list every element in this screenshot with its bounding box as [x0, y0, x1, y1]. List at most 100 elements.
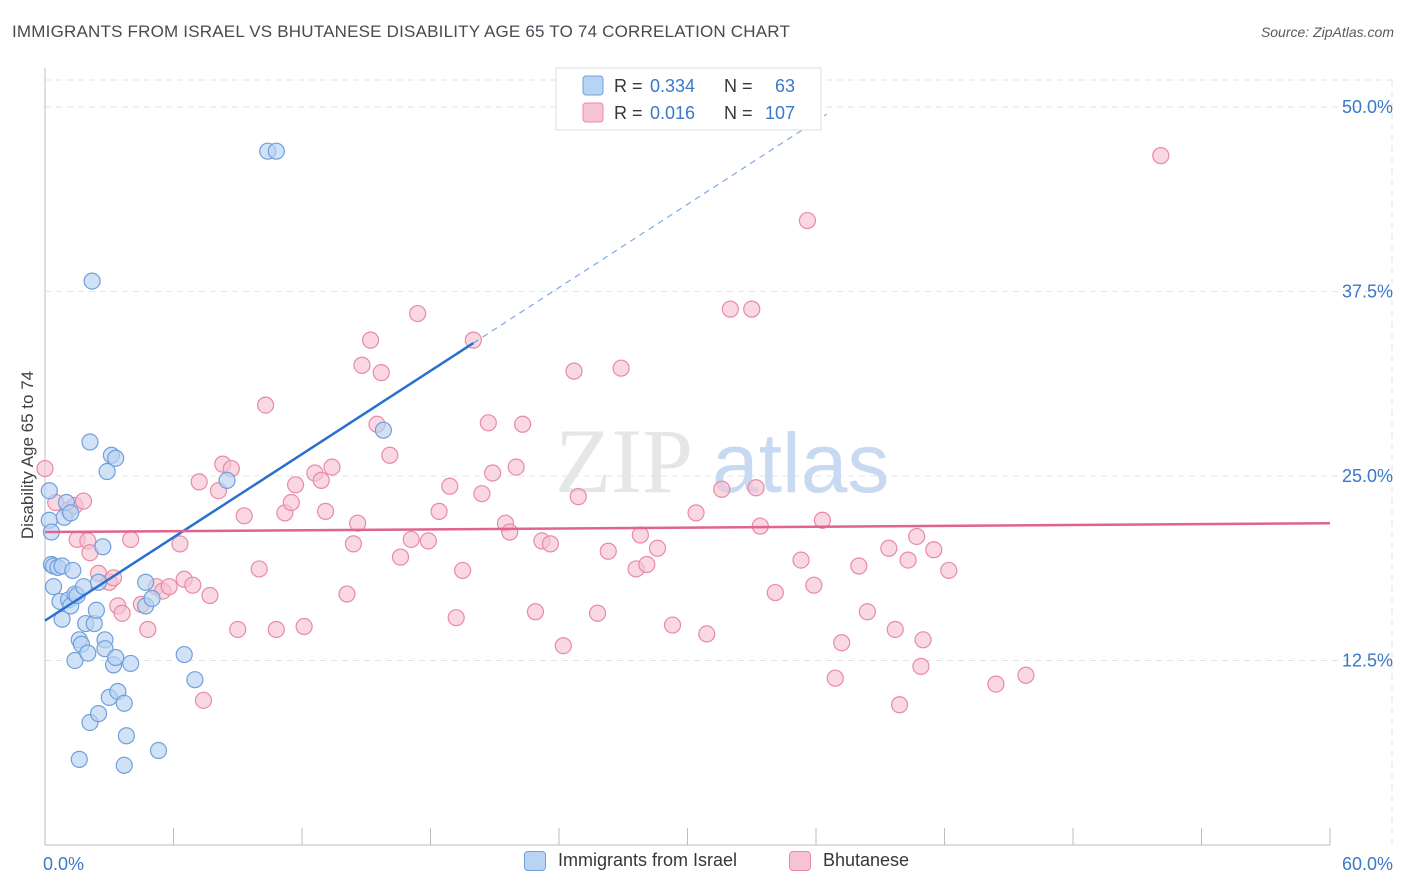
data-point — [721, 300, 739, 318]
data-point — [349, 514, 367, 532]
x-tick-max: 60.0% — [1342, 854, 1393, 874]
data-point — [282, 493, 300, 512]
legend-n-value-2: 107 — [765, 103, 795, 123]
data-point — [501, 523, 519, 541]
data-point — [83, 272, 101, 290]
data-point — [409, 304, 427, 323]
data-point — [218, 471, 236, 489]
legend-r-label-1: R = — [614, 76, 643, 96]
stats-legend: R = 0.334 N = 63 R = 0.016 N = 107 — [555, 67, 822, 131]
data-point — [361, 331, 380, 349]
data-point — [98, 462, 116, 481]
data-point — [316, 502, 335, 520]
data-point — [441, 477, 459, 495]
data-point — [826, 669, 844, 687]
data-point — [89, 705, 108, 723]
data-point — [143, 589, 161, 608]
legend-item-israel: Immigrants from Israel — [524, 850, 737, 871]
data-point — [479, 414, 497, 432]
y-tick-labels: 12.5% 25.0% 37.5% 50.0% — [1342, 97, 1393, 671]
data-point — [194, 691, 213, 709]
trend-line-israel — [44, 342, 475, 622]
legend-r-label-2: R = — [614, 103, 643, 123]
data-point — [107, 648, 125, 667]
data-point — [312, 471, 330, 489]
israel-points — [40, 142, 392, 774]
data-point — [353, 356, 371, 374]
data-point — [81, 433, 99, 451]
data-point — [171, 535, 189, 553]
bhutanese-points — [36, 147, 1170, 714]
data-point — [792, 551, 810, 569]
data-point — [912, 657, 930, 675]
data-point — [201, 586, 219, 605]
data-point — [805, 576, 823, 594]
chart-title: IMMIGRANTS FROM ISRAEL VS BHUTANESE DISA… — [12, 22, 791, 41]
data-point — [267, 142, 285, 160]
data-point — [402, 530, 420, 549]
data-point — [62, 504, 80, 522]
data-point — [447, 609, 465, 627]
series-legend: Immigrants from Israel Bhutanese — [0, 850, 1406, 878]
data-point — [484, 464, 502, 482]
data-point — [419, 532, 437, 550]
trend-line-bhutanese — [44, 521, 1331, 534]
data-point — [569, 488, 587, 506]
data-point — [747, 479, 765, 497]
y-tick-label: 37.5% — [1342, 281, 1393, 301]
data-point — [74, 492, 93, 510]
data-point — [850, 557, 868, 575]
data-point — [372, 364, 390, 382]
legend-item-bhutanese: Bhutanese — [789, 850, 909, 871]
data-point — [473, 485, 491, 503]
data-point — [648, 539, 667, 557]
data-point — [663, 616, 682, 634]
source-label: Source: ZipAtlas.com — [1260, 24, 1394, 40]
data-point — [122, 530, 140, 549]
data-point — [880, 539, 898, 557]
data-point — [40, 482, 58, 500]
data-point — [513, 415, 532, 433]
data-point — [599, 542, 617, 560]
data-point — [638, 555, 656, 574]
data-point — [344, 535, 362, 553]
data-point — [925, 541, 943, 559]
data-point — [160, 578, 178, 596]
data-point — [858, 603, 877, 621]
data-point — [766, 583, 784, 602]
data-point — [381, 446, 399, 464]
data-point — [87, 601, 106, 619]
data-point — [107, 449, 125, 467]
data-point — [79, 644, 97, 662]
data-point — [115, 694, 133, 712]
data-point — [430, 502, 448, 520]
data-point — [115, 756, 133, 774]
y-axis-label: Disability Age 65 to 74 — [18, 371, 37, 539]
data-point — [94, 538, 112, 556]
data-point — [175, 645, 193, 664]
data-point — [149, 741, 168, 760]
data-point — [464, 331, 482, 349]
data-point — [338, 585, 356, 603]
data-point — [698, 625, 716, 643]
data-point — [1152, 147, 1170, 165]
data-point — [122, 654, 140, 673]
data-point — [1017, 666, 1035, 684]
data-point — [908, 527, 926, 546]
x-tick-min: 0.0% — [43, 854, 84, 874]
legend-label-bhutanese: Bhutanese — [823, 850, 910, 870]
data-point — [256, 396, 275, 414]
data-point — [190, 473, 208, 491]
data-point — [113, 604, 131, 622]
data-point — [526, 603, 545, 621]
data-point — [940, 561, 958, 580]
data-point — [323, 458, 341, 476]
legend-n-label-2: N = — [724, 103, 753, 123]
data-point — [267, 620, 285, 639]
data-point — [914, 631, 932, 649]
legend-label-israel: Immigrants from Israel — [558, 850, 738, 870]
y-tick-label: 25.0% — [1342, 466, 1393, 486]
data-point — [833, 634, 851, 652]
data-point — [66, 651, 84, 670]
